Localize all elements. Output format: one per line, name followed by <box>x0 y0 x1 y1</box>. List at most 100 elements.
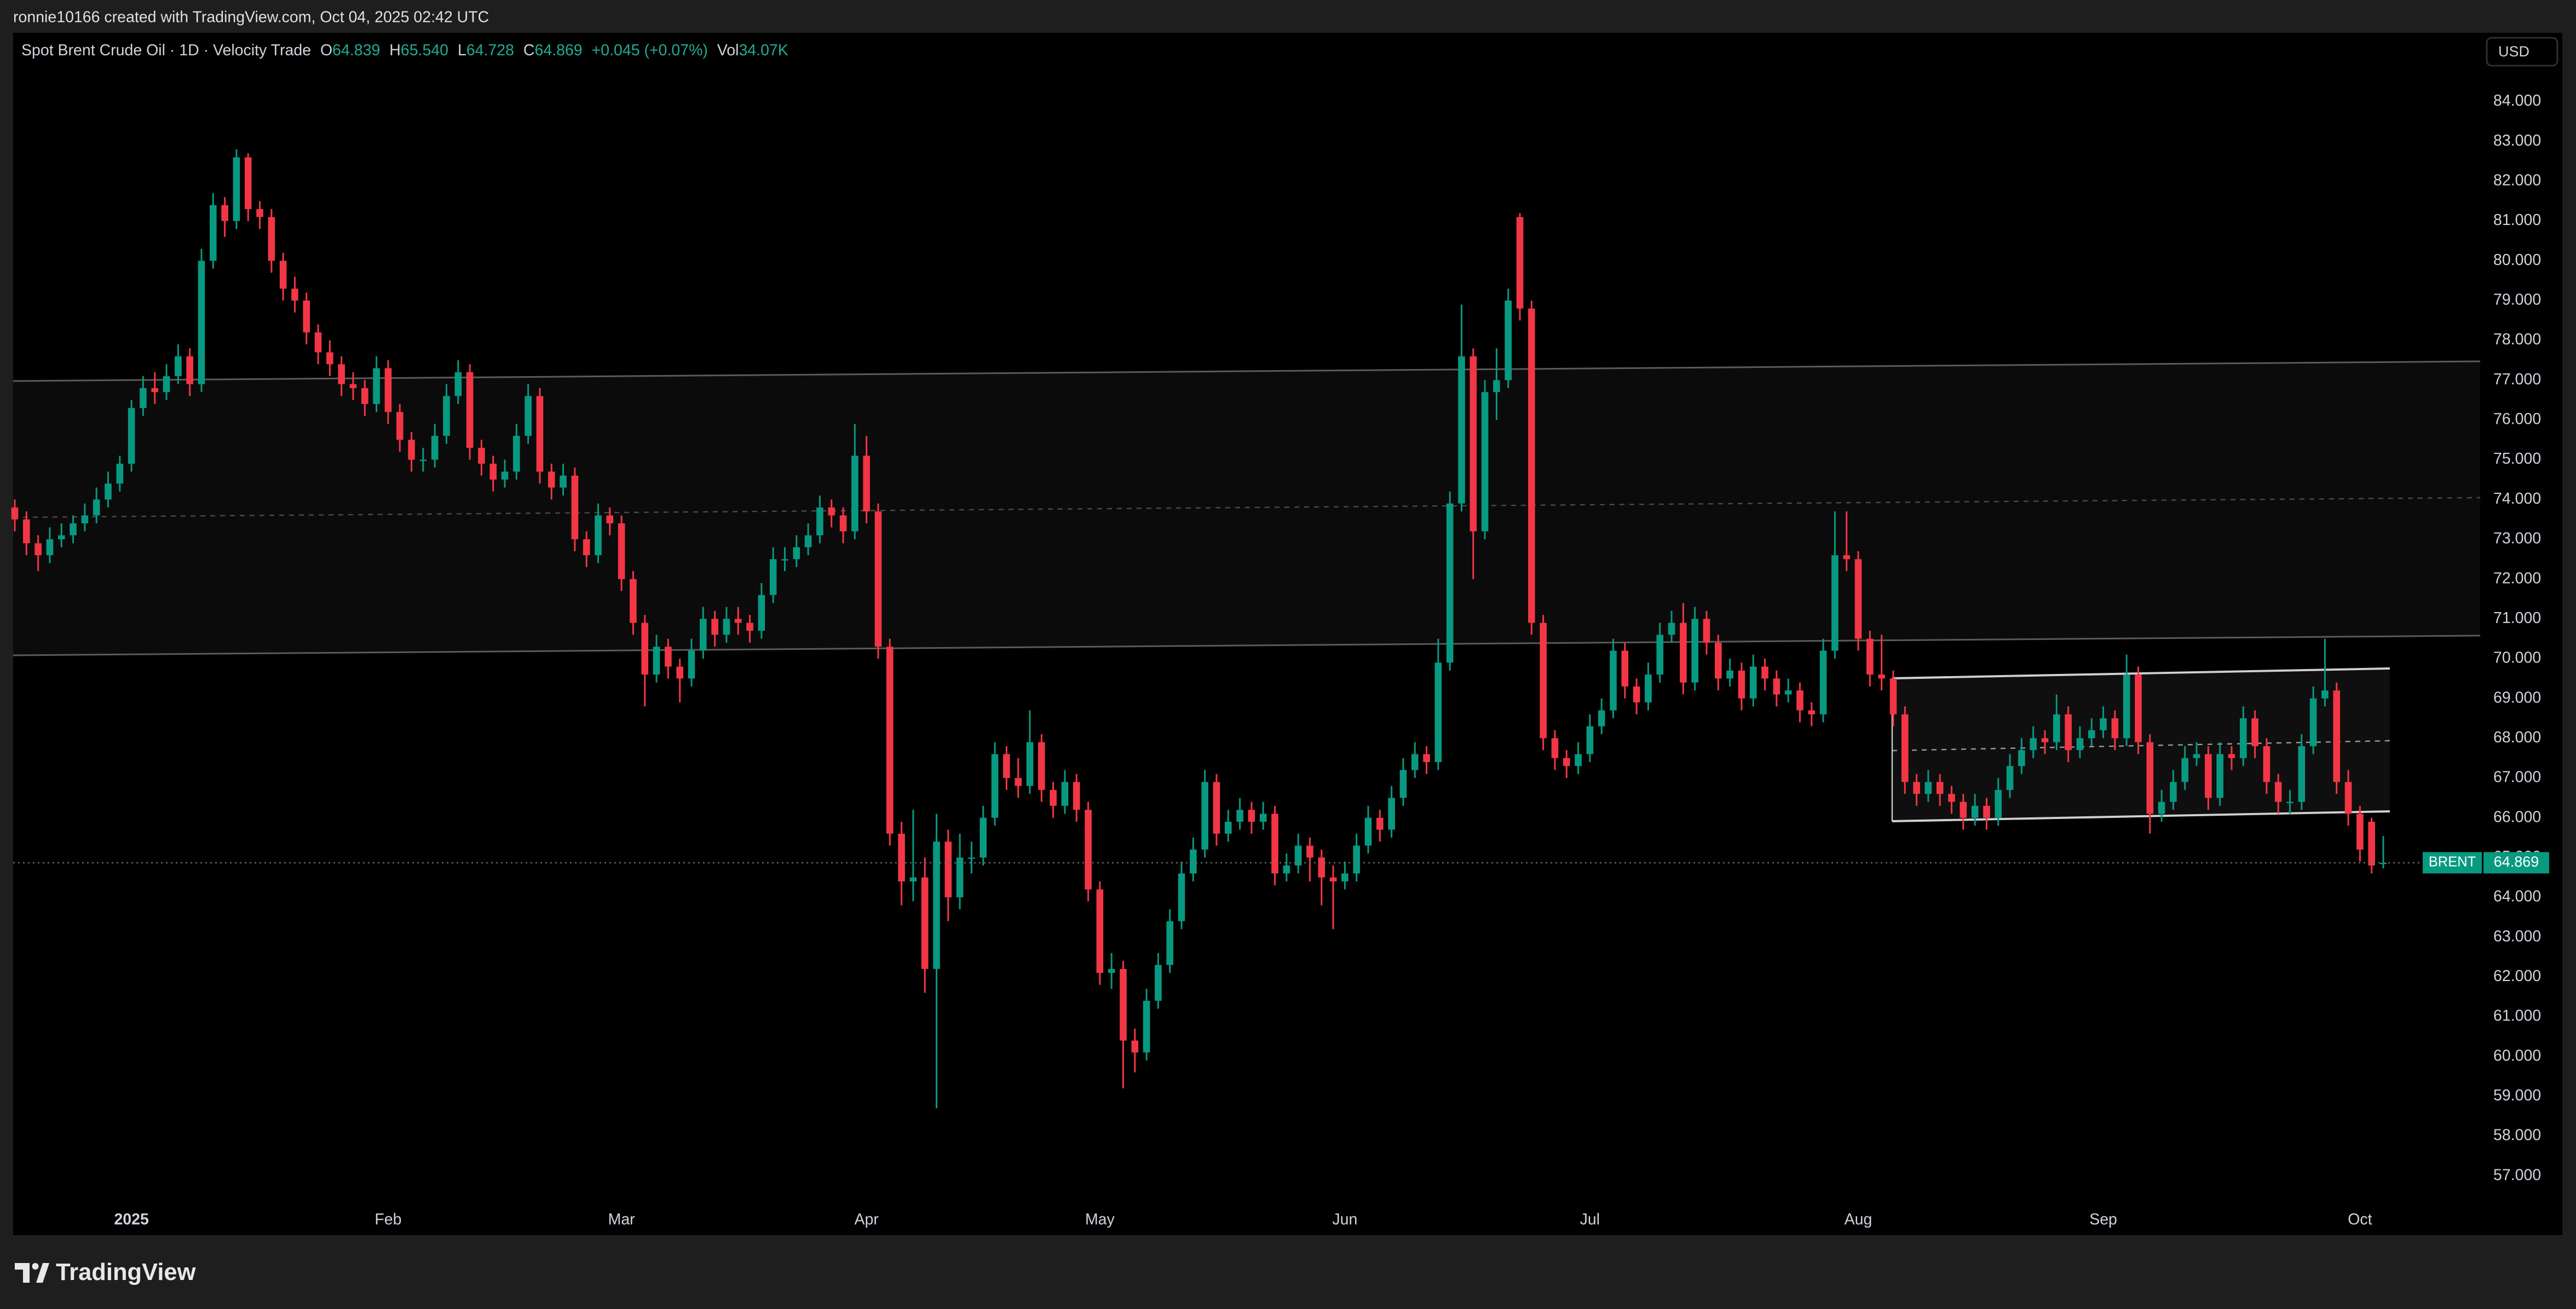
y-tick-label: 79.000 <box>2493 291 2541 309</box>
ohlc-value: 64.839 <box>332 42 380 59</box>
y-tick-label: 67.000 <box>2493 769 2541 786</box>
x-tick-label: Apr <box>854 1211 879 1229</box>
candle-body <box>2309 698 2317 746</box>
ohlc-letter: C <box>523 42 535 59</box>
logo-mark[interactable] <box>32 1263 39 1270</box>
candle-body <box>1575 754 1582 766</box>
candle-body <box>2181 758 2189 782</box>
x-tick-label: Aug <box>1845 1211 1872 1229</box>
candle-body <box>1353 845 1360 874</box>
candle-body <box>1633 686 1640 702</box>
candle-body <box>1971 805 1979 818</box>
candle-body <box>1563 758 1570 766</box>
ohlc-value: 65.540 <box>401 42 448 59</box>
candle-body <box>665 647 672 667</box>
candle-body <box>396 412 404 440</box>
candle-body <box>1434 662 1442 762</box>
channel-midline <box>1892 740 2390 752</box>
channel-midline <box>13 497 2481 518</box>
candle-body <box>384 368 392 412</box>
candle-body <box>1050 789 1057 806</box>
candle-body <box>1505 301 1512 380</box>
currency-button-box[interactable] <box>2486 37 2558 67</box>
x-tick-label: May <box>1085 1211 1115 1229</box>
change: +0.045 (+0.07%) <box>592 42 708 59</box>
y-tick-label: 60.000 <box>2493 1047 2541 1064</box>
logo-mark[interactable] <box>15 1263 30 1283</box>
y-tick-label: 58.000 <box>2493 1127 2541 1144</box>
candle-body <box>1680 622 1687 683</box>
candle-body <box>2216 754 2223 798</box>
candle-body <box>1866 638 1874 675</box>
channel-fill <box>13 361 2481 655</box>
candle-body <box>583 539 590 556</box>
brand-logo[interactable]: TradingView <box>15 1259 196 1285</box>
candle-body <box>595 515 602 556</box>
candle-body <box>314 332 322 353</box>
channel-line <box>1892 667 2390 679</box>
candle-body <box>2146 742 2154 814</box>
candle-body <box>1843 555 1851 560</box>
candle-body <box>57 535 65 540</box>
symbol-badge-label: BRENT <box>2429 855 2476 870</box>
candle-body <box>2274 782 2282 802</box>
candle-body <box>944 841 952 898</box>
candle-body <box>2205 754 2212 798</box>
ohlc-value: 64.869 <box>534 42 582 59</box>
chart-pane <box>13 33 2563 1235</box>
candle-body <box>1936 782 1944 794</box>
candle-body <box>1271 814 1278 874</box>
candle-body <box>466 372 474 448</box>
candle-body <box>956 857 964 898</box>
candle-body <box>781 559 788 561</box>
currency-label[interactable]: USD <box>2498 43 2529 60</box>
candle-body <box>839 515 847 532</box>
y-tick-label: 74.000 <box>2493 490 2541 508</box>
candle-body <box>979 817 987 858</box>
candle-body <box>1784 690 1792 695</box>
logo-mark[interactable] <box>36 1263 50 1283</box>
candle-body <box>2298 746 2306 802</box>
candle-body <box>11 507 19 520</box>
candle-body <box>1399 770 1407 798</box>
candle-body <box>863 455 870 512</box>
candle-body <box>1364 817 1372 846</box>
y-tick-label: 81.000 <box>2493 211 2541 229</box>
y-tick-label: 71.000 <box>2493 609 2541 627</box>
brand-name[interactable]: TradingView <box>56 1259 196 1285</box>
candle-body <box>1143 1000 1150 1053</box>
attribution: ronnie10166 created with TradingView.com… <box>13 9 489 26</box>
candle-body <box>1878 674 1885 679</box>
candle-body <box>2041 738 2049 742</box>
candle-body <box>443 396 450 436</box>
channel-line <box>13 360 2481 382</box>
candle-body <box>1924 782 1932 794</box>
candle-body <box>688 650 695 679</box>
candle-body <box>454 372 462 396</box>
candle-body <box>2065 714 2072 751</box>
y-tick-label: 70.000 <box>2493 649 2541 667</box>
plot-area <box>11 149 2481 1109</box>
currency-button[interactable]: USD <box>2486 37 2558 67</box>
candle-body <box>746 622 753 631</box>
candle-body <box>478 447 485 464</box>
candle-body <box>1201 782 1208 850</box>
x-tick-label: 2025 <box>114 1211 149 1229</box>
candle-body <box>2368 821 2375 866</box>
candle-body <box>641 622 649 675</box>
y-tick-label: 78.000 <box>2493 331 2541 348</box>
candle-body <box>1213 782 1220 834</box>
candle-body <box>175 356 182 377</box>
candle-body <box>968 857 975 859</box>
candle-body <box>2286 801 2293 804</box>
candle-body <box>2135 674 2142 742</box>
candle-body <box>81 515 89 523</box>
y-tick-label: 59.000 <box>2493 1087 2541 1104</box>
candle-body <box>1889 678 1897 714</box>
candle-body <box>1294 845 1302 866</box>
y-tick-label: 64.000 <box>2493 888 2541 906</box>
candle-body <box>1983 805 1990 818</box>
